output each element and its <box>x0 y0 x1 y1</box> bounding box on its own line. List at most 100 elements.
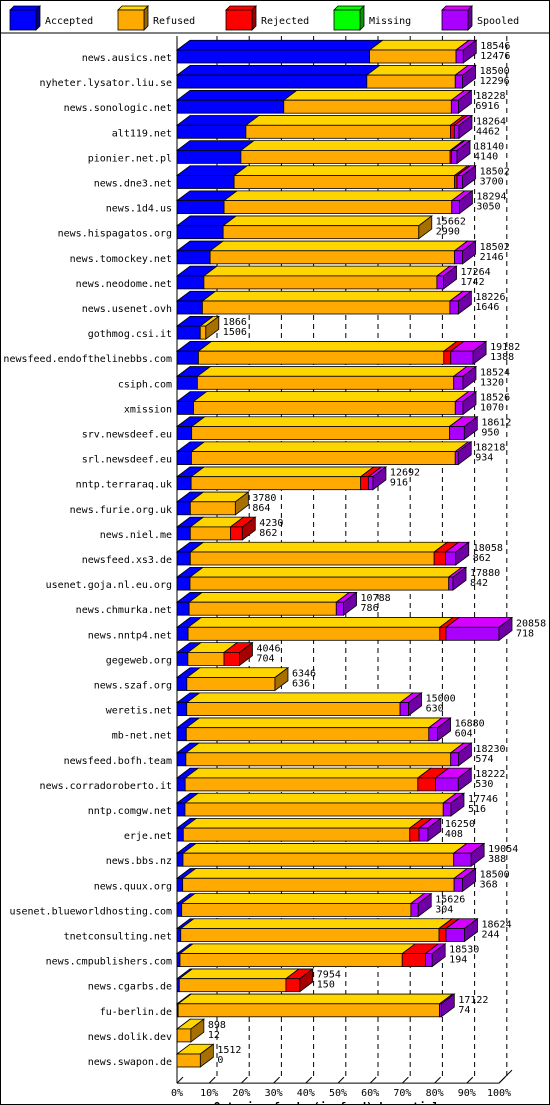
bar-segment-spooled <box>454 250 464 265</box>
bar-side-face <box>458 114 473 140</box>
x-tick <box>337 1076 345 1084</box>
bar-segment-accepted <box>176 250 211 265</box>
bar-side-face <box>459 190 473 215</box>
bar-segment-rejected <box>417 777 436 792</box>
row-label: news.corradoroberto.it <box>40 781 172 792</box>
value-label-offered: 18624 <box>482 920 512 931</box>
value-label-offered: 18058 <box>473 543 503 554</box>
value-label-accepted: 530 <box>475 779 493 790</box>
bar-segment-rejected <box>223 652 240 666</box>
bar-segment-top-accepted <box>175 115 261 126</box>
bar-segment-spooled <box>449 300 459 315</box>
bar-segment-spooled <box>453 124 460 139</box>
row-label: news.hispagatos.org <box>58 229 172 240</box>
bar-segment-spooled <box>442 802 452 817</box>
legend-label: Accepted <box>45 16 93 27</box>
bar-segment-refused <box>187 652 225 666</box>
bar-side-face <box>498 616 513 642</box>
value-label-offered: 12692 <box>390 468 420 479</box>
bar-segment-spooled <box>454 451 459 466</box>
bar-segment-spooled <box>453 852 472 867</box>
x-tick-label: 0% <box>171 1088 183 1099</box>
bar-segment-accepted <box>176 852 184 867</box>
bar-segment-spooled <box>445 626 500 641</box>
value-label-offered: 1512 <box>217 1045 241 1056</box>
legend-swatch-side <box>143 5 149 31</box>
legend-swatch-top <box>117 5 149 11</box>
bar-side-face <box>190 1018 205 1043</box>
row-label: news.ausics.net <box>82 53 172 64</box>
value-label-accepted: 2990 <box>436 227 460 238</box>
bar-segment-spooled <box>456 175 464 189</box>
bar-segment-spooled <box>424 953 433 967</box>
bar-side-face <box>241 516 256 541</box>
value-label-accepted: 150 <box>317 980 335 991</box>
x-tick <box>434 1076 441 1084</box>
value-label-offered: 18530 <box>449 945 479 956</box>
row-label: news.sonologic.net <box>64 103 172 114</box>
legend-label: Spooled <box>477 16 519 27</box>
bar-segment-refused <box>198 350 445 365</box>
bar-segment-spooled <box>455 49 464 64</box>
value-label-accepted: 408 <box>445 829 463 840</box>
legend-swatch-top <box>441 5 473 11</box>
bar-side-face <box>443 265 457 290</box>
bar-segment-refused <box>185 752 452 767</box>
value-label-offered: 18524 <box>480 367 510 378</box>
bar-side-face <box>437 717 451 742</box>
bar-segment-spooled <box>451 149 458 164</box>
row-label: pionier.net.pl <box>88 153 172 164</box>
bar-segment-spooled <box>454 400 464 415</box>
bar-segment-refused <box>190 476 362 491</box>
bar-segment-rejected <box>230 526 243 541</box>
row-label: news.szaf.org <box>94 681 172 692</box>
value-label-accepted: 4140 <box>474 151 498 162</box>
value-label-accepted: 2146 <box>480 252 504 263</box>
legend-item-spooled: Spooled <box>441 5 519 31</box>
row-label: nyheter.lysator.liu.se <box>40 78 172 89</box>
bar-segment-accepted <box>176 802 186 817</box>
bar-segment-accepted <box>176 777 186 792</box>
bar-segment-spooled <box>418 827 429 842</box>
chart-title: Outgoing feeds (innfeed) by articles <box>214 1100 452 1105</box>
value-label-offered: 18502 <box>480 242 510 253</box>
bar-segment-refused <box>196 375 455 390</box>
bar-side-face <box>462 867 476 893</box>
legend-swatch-side <box>251 5 257 31</box>
bar-segment-rejected <box>450 124 455 139</box>
legend-swatch-side <box>359 5 365 31</box>
row-label: news.furie.org.uk <box>70 505 172 516</box>
bar-segment-top-refused <box>208 240 469 252</box>
bar-side-face <box>462 240 477 265</box>
bar-segment-accepted <box>176 551 191 566</box>
bar-segment-spooled <box>428 727 438 742</box>
row-label: news.bbs.nz <box>106 856 172 867</box>
x-tick-label: 20% <box>232 1088 250 1099</box>
bar-segment-refused <box>184 777 419 792</box>
bar-segment-rejected <box>360 476 369 491</box>
bar-segment-spooled <box>367 476 374 491</box>
value-label-offered: 18294 <box>476 192 506 203</box>
bar-segment-refused <box>240 149 451 164</box>
bar-side-face <box>431 943 446 968</box>
bar-segment-accepted <box>176 953 181 967</box>
row-label: news.swapon.de <box>88 1057 172 1068</box>
bar-side-face <box>470 842 485 868</box>
value-label-accepted: 304 <box>435 904 453 915</box>
x-tick <box>241 1076 248 1084</box>
value-label-accepted: 74 <box>458 1005 470 1016</box>
legend-label: Rejected <box>261 16 309 27</box>
value-label-offered: 18500 <box>480 66 510 77</box>
bar-segment-top-refused <box>365 64 470 76</box>
value-label-accepted: 862 <box>473 553 491 564</box>
